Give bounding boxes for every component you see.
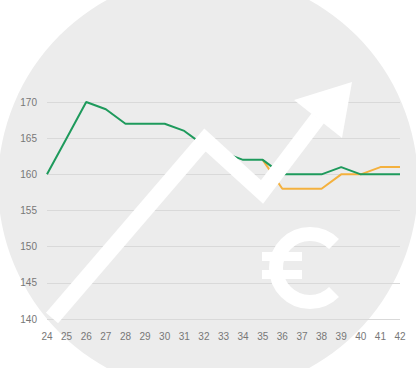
svg-text:30: 30 xyxy=(159,331,171,342)
svg-text:140: 140 xyxy=(20,314,37,325)
svg-text:27: 27 xyxy=(100,331,112,342)
svg-text:42: 42 xyxy=(394,331,406,342)
svg-text:160: 160 xyxy=(20,169,37,180)
svg-text:36: 36 xyxy=(277,331,289,342)
svg-text:145: 145 xyxy=(20,277,37,288)
svg-text:26: 26 xyxy=(81,331,93,342)
svg-text:165: 165 xyxy=(20,133,37,144)
svg-text:32: 32 xyxy=(198,331,210,342)
svg-text:150: 150 xyxy=(20,241,37,252)
svg-text:40: 40 xyxy=(355,331,367,342)
svg-text:41: 41 xyxy=(375,331,387,342)
svg-text:34: 34 xyxy=(238,331,250,342)
svg-text:37: 37 xyxy=(296,331,308,342)
svg-text:28: 28 xyxy=(120,331,132,342)
svg-text:33: 33 xyxy=(218,331,230,342)
svg-text:25: 25 xyxy=(61,331,73,342)
svg-text:155: 155 xyxy=(20,205,37,216)
svg-text:29: 29 xyxy=(139,331,151,342)
svg-text:38: 38 xyxy=(316,331,328,342)
svg-text:24: 24 xyxy=(41,331,53,342)
svg-text:31: 31 xyxy=(179,331,191,342)
svg-text:35: 35 xyxy=(257,331,269,342)
svg-text:170: 170 xyxy=(20,97,37,108)
svg-text:39: 39 xyxy=(336,331,348,342)
